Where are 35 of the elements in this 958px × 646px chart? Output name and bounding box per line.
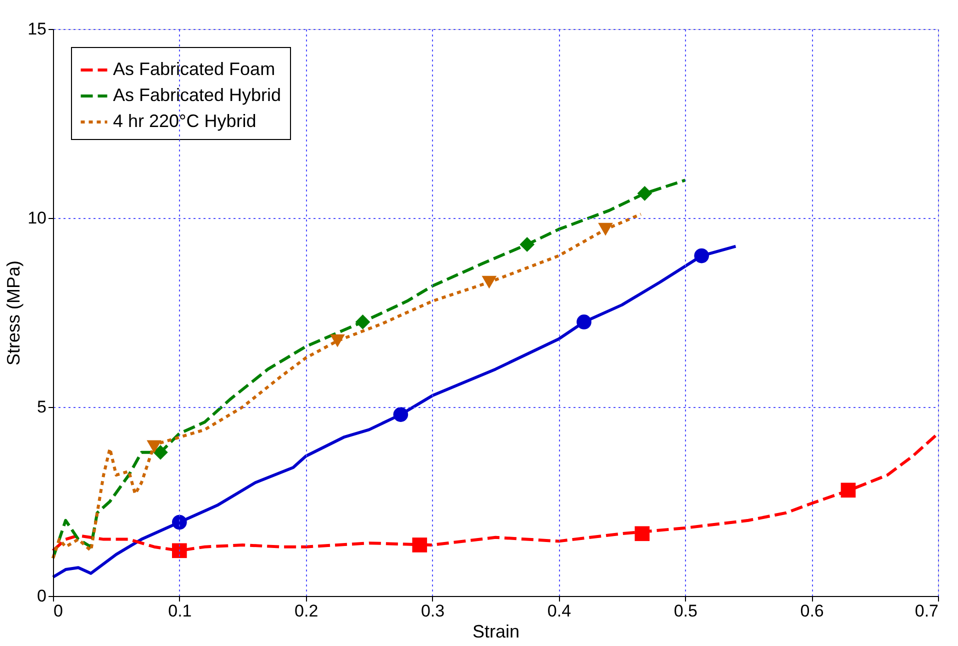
point bbox=[172, 514, 187, 530]
y-tick-label: 15 bbox=[28, 20, 46, 38]
y-axis-title: Stress (MPa) bbox=[4, 260, 24, 366]
point bbox=[146, 440, 162, 454]
x-tick-label: 0.5 bbox=[674, 602, 698, 620]
point bbox=[172, 543, 187, 558]
x-axis-title: Strain bbox=[472, 622, 520, 642]
y-tick-label: 10 bbox=[28, 208, 46, 228]
x-tick-label: 0.4 bbox=[547, 602, 572, 620]
point bbox=[482, 276, 497, 289]
y-tick-label: 0 bbox=[37, 586, 46, 606]
point bbox=[840, 482, 856, 498]
point bbox=[355, 314, 370, 330]
point bbox=[330, 334, 345, 348]
point bbox=[393, 407, 408, 422]
point bbox=[520, 237, 535, 252]
legend-label: 4 hr 220°C Hybrid bbox=[113, 111, 256, 131]
point bbox=[694, 248, 709, 264]
point bbox=[598, 222, 613, 236]
point bbox=[153, 444, 168, 460]
point bbox=[637, 186, 652, 201]
x-tick-label: 0.2 bbox=[294, 602, 318, 620]
line-series bbox=[52, 244, 738, 579]
point bbox=[576, 314, 592, 330]
legend-label: As Fabricated Foam bbox=[113, 59, 276, 79]
point bbox=[412, 538, 428, 552]
legend-label: As Fabricated Hybrid bbox=[113, 85, 282, 105]
x-tick-label: 0 bbox=[54, 602, 63, 620]
point bbox=[634, 526, 650, 542]
line-series bbox=[52, 212, 642, 560]
y-tick-label: 5 bbox=[37, 398, 46, 416]
x-tick-label: 0.3 bbox=[420, 602, 445, 620]
x-tick-label: 0.7 bbox=[914, 602, 938, 620]
x-tick-label: 0.1 bbox=[168, 602, 192, 620]
x-tick-label: 0.6 bbox=[800, 602, 824, 620]
